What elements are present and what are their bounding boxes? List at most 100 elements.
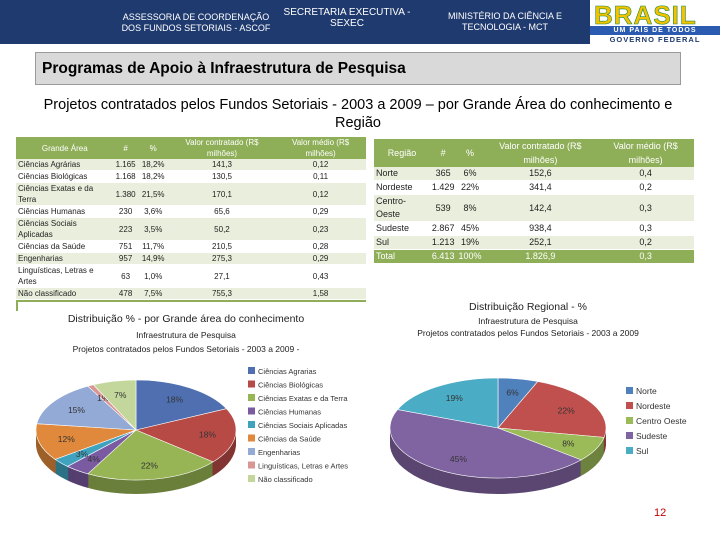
table-cell: 539 bbox=[429, 194, 457, 222]
table-cell: 210,5 bbox=[168, 240, 276, 253]
table-cell: 0,28 bbox=[275, 240, 366, 253]
legend-label: Ciências Sociais Aplicadas bbox=[258, 421, 347, 430]
table-cell: 1.213 bbox=[429, 235, 457, 250]
legend-label: Nordeste bbox=[636, 401, 671, 411]
table-cell: 6% bbox=[456, 167, 484, 181]
table-cell: 21,5% bbox=[137, 182, 169, 206]
logo-main-text: BRASIL bbox=[594, 0, 697, 30]
table-cell: 170,1 bbox=[168, 182, 276, 206]
legend-swatch bbox=[248, 461, 255, 469]
table-row: Ciências da Saúde 751 11,7% 210,5 0,28 bbox=[16, 240, 366, 253]
table-cell: 11,7% bbox=[137, 240, 169, 253]
table-cell: 152,6 bbox=[483, 167, 598, 181]
table-cell: 3,6% bbox=[137, 205, 169, 218]
table-cell: 1,58 bbox=[275, 287, 366, 300]
pie-slice-label: 45% bbox=[450, 454, 467, 464]
table-cell: 63 bbox=[113, 264, 138, 288]
table-row: Não classificado 478 7,5% 755,3 1,58 bbox=[16, 287, 366, 300]
table-cell: Não classificado bbox=[16, 287, 114, 300]
pie-slice-label: 6% bbox=[506, 388, 519, 398]
column-header: Valor médio (R$ milhões) bbox=[597, 139, 694, 167]
table-row: Centro-Oeste 539 8% 142,4 0,3 bbox=[374, 194, 694, 222]
pie-slice bbox=[92, 379, 137, 431]
table-cell: 0,2 bbox=[597, 235, 694, 250]
pie-slice-label: 18% bbox=[199, 430, 216, 440]
legend-label: Ciências Biológicas bbox=[258, 381, 323, 390]
table-cell: 230 bbox=[113, 205, 138, 218]
table-cell: Sudeste bbox=[374, 221, 430, 236]
legend-swatch bbox=[626, 402, 633, 409]
slide-title: Programas de Apoio à Infraestrutura de P… bbox=[42, 60, 406, 77]
table-cell: 0,3 bbox=[597, 194, 694, 222]
table-cell: 252,1 bbox=[483, 235, 598, 250]
pie-slice-label: 19% bbox=[446, 393, 463, 403]
column-header: # bbox=[429, 139, 457, 167]
table-cell: 18,2% bbox=[137, 159, 169, 171]
pie-slice bbox=[135, 408, 237, 463]
table-cell: 751 bbox=[113, 240, 138, 253]
legend-swatch bbox=[248, 380, 255, 388]
table-cell: 18,2% bbox=[137, 170, 169, 183]
table-cell: Total bbox=[374, 249, 430, 264]
table-row: Sudeste 2.867 45% 938,4 0,3 bbox=[374, 221, 694, 236]
pie-slice-label: 15% bbox=[68, 405, 85, 415]
legend-swatch bbox=[626, 432, 633, 439]
table-cell: 19% bbox=[456, 235, 484, 250]
column-header: Valor contratado (R$ milhões) bbox=[168, 137, 276, 159]
table-cell: 0,23 bbox=[275, 217, 366, 241]
table-cell: 341,4 bbox=[483, 180, 598, 195]
area-table: Grande Área #% Valor contratado (R$ milhõe… bbox=[16, 137, 366, 312]
chart-title-line: Projetos contratados pelos Fundos Setori… bbox=[417, 328, 639, 338]
table-row: Ciências Biológicas 1.168 18,2% 130,5 0,11 bbox=[16, 170, 366, 183]
column-header: Região bbox=[374, 139, 430, 167]
table-cell: Ciências Sociais Aplicadas bbox=[16, 217, 114, 241]
page-number: 12 bbox=[654, 507, 667, 519]
table-row: Norte 365 6% 152,6 0,4 bbox=[374, 167, 694, 181]
legend-swatch bbox=[626, 387, 633, 394]
column-header: Valor médio (R$ milhões) bbox=[275, 137, 366, 159]
table-row: Engenharias 957 14,9% 275,3 0,29 bbox=[16, 252, 366, 265]
table-cell: Centro-Oeste bbox=[374, 194, 430, 222]
table-cell: Linguísticas, Letras e Artes bbox=[16, 264, 114, 288]
table-cell: Nordeste bbox=[374, 180, 430, 195]
legend-swatch bbox=[248, 475, 255, 482]
table-cell: 365 bbox=[429, 167, 457, 181]
table-cell: 957 bbox=[113, 252, 138, 265]
chart-title-line: Distribuição % - por Grande área do conh… bbox=[68, 313, 305, 325]
table-cell: 1,0% bbox=[137, 264, 169, 288]
table-cell: 50,2 bbox=[168, 217, 276, 241]
table-cell: 100% bbox=[456, 249, 484, 264]
legend-label: Ciências Exatas e da Terra bbox=[258, 394, 348, 403]
table-cell: 478 bbox=[113, 287, 138, 300]
logo-tagline: UM PAÍS DE TODOS bbox=[590, 26, 720, 35]
pie-slice bbox=[135, 379, 228, 431]
table-cell: 130,5 bbox=[168, 170, 276, 183]
table-total-row: Total 6.413 100% 1.826,9 0,3 bbox=[374, 249, 694, 264]
region-table: Região #% Valor contratado (R$ milhões) Val… bbox=[374, 139, 694, 264]
legend-label: Centro Oeste bbox=[636, 416, 687, 426]
table-cell: 755,3 bbox=[168, 287, 276, 300]
pie-slice-label: 1% bbox=[97, 393, 110, 403]
table-cell: 1.168 bbox=[113, 170, 138, 183]
column-header: # bbox=[113, 137, 138, 159]
table-cell: 6.413 bbox=[429, 249, 457, 264]
table-cell: Ciências da Saúde bbox=[16, 240, 114, 253]
table-row: Ciências Humanas 230 3,6% 65,6 0,29 bbox=[16, 205, 366, 218]
pie-slice-label: 7% bbox=[114, 390, 127, 400]
legend-label: Ciências da Saúde bbox=[258, 435, 321, 444]
table-row: Ciências Exatas e da Terra 1.380 21,5% 170,… bbox=[16, 182, 366, 206]
region-pie-svg: Distribuição Regional - % Infraestrutura … bbox=[389, 301, 687, 494]
legend-swatch bbox=[248, 407, 255, 415]
table-cell: 0,12 bbox=[275, 182, 366, 206]
table-cell: Ciências Humanas bbox=[16, 205, 114, 218]
table-cell: Ciências Biológicas bbox=[16, 170, 114, 183]
chart-title-line: Infraestrutura de Pesquisa bbox=[136, 330, 236, 340]
chart-title-line: Distribuição Regional - % bbox=[469, 301, 587, 313]
pie-slice-label: 8% bbox=[562, 438, 575, 448]
header-mct: MINISTÉRIO DA CIÊNCIA E TECNOLOGIA - MCT bbox=[447, 11, 563, 32]
pie-slice-label: 22% bbox=[141, 460, 158, 470]
column-header: % bbox=[456, 139, 484, 167]
area-pie-svg: Distribuição % - por Grande área do conh… bbox=[35, 313, 348, 494]
table-cell: 0,29 bbox=[275, 205, 366, 218]
chart-title-line: Projetos contratados pelos Fundos Setori… bbox=[73, 344, 300, 354]
